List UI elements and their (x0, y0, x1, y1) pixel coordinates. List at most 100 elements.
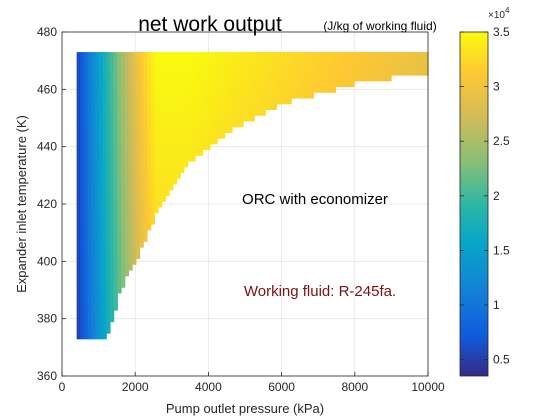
heatmap-cell (416, 52, 422, 59)
heatmap-cell (76, 109, 81, 116)
heatmap-cell (213, 138, 218, 145)
heatmap-cell (172, 132, 178, 139)
heatmap-cell (98, 166, 104, 174)
heatmap-cell (202, 52, 207, 59)
heatmap-cell (113, 195, 118, 202)
heatmap-cell (161, 92, 167, 99)
heatmap-cell (231, 97, 237, 105)
heatmap-cell (135, 155, 141, 162)
heatmap-cell (228, 120, 233, 128)
heatmap-cell (165, 75, 170, 82)
heatmap-cell (117, 195, 122, 202)
heatmap-cell (305, 52, 311, 59)
heatmap-cell (150, 57, 155, 65)
heatmap-cell (143, 132, 148, 139)
heatmap-cell (379, 75, 385, 82)
heatmap-cell (172, 115, 178, 122)
heatmap-cell (280, 75, 285, 82)
heatmap-cell (121, 149, 126, 156)
heatmap-cell (291, 57, 296, 65)
heatmap-cell (191, 155, 196, 162)
heatmap-cell (84, 120, 89, 128)
heatmap-cell (291, 52, 296, 59)
heatmap-cell (76, 161, 81, 168)
heatmap-cell (150, 69, 155, 76)
heatmap-cell (235, 80, 240, 88)
heatmap-cell (102, 115, 107, 122)
heatmap-cell (84, 132, 89, 139)
heatmap-cell (198, 75, 203, 82)
heatmap-cell (257, 86, 263, 93)
heatmap-cell (98, 327, 104, 334)
heatmap-cell (109, 201, 115, 208)
heatmap-cell (198, 120, 203, 128)
heatmap-cell (158, 57, 163, 65)
heatmap-cell (154, 149, 159, 156)
heatmap-cell (109, 304, 115, 311)
heatmap-cell (198, 63, 203, 70)
heatmap-cell (91, 115, 96, 122)
heatmap-cell (91, 52, 96, 59)
heatmap-cell (394, 52, 400, 59)
heatmap-cell (361, 75, 366, 82)
heatmap-cell (128, 264, 133, 271)
heatmap-cell (95, 161, 100, 168)
heatmap-cell (117, 75, 122, 82)
heatmap-cell (220, 115, 226, 122)
heatmap-cell (135, 229, 141, 237)
heatmap-cell (84, 161, 89, 168)
heatmap-cell (213, 97, 218, 105)
heatmap-cell (169, 86, 174, 93)
heatmap-cell (76, 149, 81, 156)
heatmap-cell (80, 321, 85, 328)
heatmap-cell (124, 52, 130, 59)
heatmap-cell (313, 69, 318, 76)
heatmap-cell (165, 109, 170, 116)
heatmap-cell (246, 80, 252, 88)
heatmap-cell (109, 103, 115, 110)
heatmap-cell (113, 120, 118, 128)
heatmap-cell (154, 109, 159, 116)
heatmap-cell (135, 115, 141, 122)
heatmap-cell (135, 212, 141, 219)
heatmap-cell (346, 80, 351, 88)
heatmap-cell (146, 224, 152, 231)
heatmap-cell (235, 86, 240, 93)
heatmap-cell (146, 172, 152, 179)
heatmap-cell (161, 97, 167, 105)
heatmap-cell (198, 143, 203, 151)
heatmap-cell (113, 178, 118, 185)
heatmap-cell (202, 138, 207, 145)
heatmap-cell (383, 63, 388, 70)
heatmap-cell (109, 247, 115, 254)
heatmap-cell (109, 315, 115, 323)
heatmap-cell (124, 264, 130, 271)
heatmap-cell (102, 327, 107, 334)
heatmap-cell (113, 281, 118, 288)
heatmap-cell (109, 132, 115, 139)
heatmap-cell (91, 321, 96, 328)
heatmap-cell (191, 52, 196, 59)
heatmap-cell (158, 195, 163, 202)
heatmap-cell (183, 155, 189, 162)
heatmap-cell (117, 143, 122, 151)
heatmap-cell (187, 115, 192, 122)
heatmap-cell (209, 97, 215, 105)
heatmap-cell (183, 138, 189, 145)
heatmap-cell (154, 155, 159, 162)
heatmap-cell (143, 63, 148, 70)
heatmap-cell (154, 52, 159, 59)
heatmap-cell (165, 166, 170, 174)
heatmap-cell (161, 166, 167, 174)
heatmap-cell (117, 132, 122, 139)
heatmap-cell (183, 126, 189, 133)
heatmap-cell (132, 92, 137, 99)
colorbar-tick-label: 2 (493, 189, 500, 203)
heatmap-cell (80, 275, 85, 282)
heatmap-cell (402, 63, 407, 70)
heatmap-cell (132, 172, 137, 179)
heatmap-cell (302, 80, 307, 88)
heatmap-cell (391, 52, 396, 59)
heatmap-cell (165, 120, 170, 128)
heatmap-cell (117, 252, 122, 260)
